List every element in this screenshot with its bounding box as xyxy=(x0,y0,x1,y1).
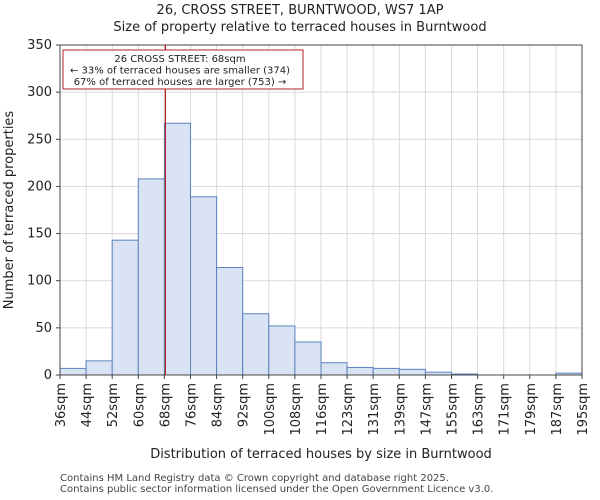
x-tick-label: 187sqm xyxy=(550,383,565,436)
x-tick-label: 68sqm xyxy=(158,383,173,427)
x-tick-label: 195sqm xyxy=(576,383,591,436)
histogram-bar xyxy=(320,362,348,376)
histogram-bar xyxy=(294,341,322,376)
histogram-bar xyxy=(398,368,426,376)
x-tick-label: 108sqm xyxy=(289,383,304,436)
x-tick-label: 155sqm xyxy=(446,383,461,436)
y-tick-label: 300 xyxy=(27,85,52,100)
y-tick-label: 50 xyxy=(35,321,52,336)
histogram-bar xyxy=(216,267,244,376)
histogram-bar xyxy=(163,122,191,376)
x-tick-label: 131sqm xyxy=(367,383,382,436)
histogram-bar xyxy=(268,325,296,376)
x-tick-label: 123sqm xyxy=(341,383,356,436)
x-tick-label: 92sqm xyxy=(237,383,252,427)
x-axis-label: Distribution of terraced houses by size … xyxy=(150,447,492,462)
x-tick-label: 179sqm xyxy=(524,383,539,436)
x-tick-label: 139sqm xyxy=(393,383,408,436)
histogram-bar xyxy=(59,367,87,376)
x-tick-label: 36sqm xyxy=(54,383,69,427)
footer-attribution-2: Contains public sector information licen… xyxy=(60,484,494,495)
chart-title: 26, CROSS STREET, BURNTWOOD, WS7 1AP xyxy=(156,3,444,18)
y-axis-label: Number of terraced properties xyxy=(2,111,17,310)
annotation-text: 67% of terraced houses are larger (753) … xyxy=(74,77,287,88)
histogram-bar xyxy=(346,366,374,376)
x-tick-label: 163sqm xyxy=(472,383,487,436)
x-tick-label: 116sqm xyxy=(315,383,330,436)
histogram-bar xyxy=(242,313,270,376)
y-tick-label: 350 xyxy=(27,38,52,53)
histogram-bar xyxy=(372,367,400,376)
x-tick-label: 52sqm xyxy=(106,383,121,427)
histogram-bar xyxy=(85,360,113,376)
y-tick-label: 100 xyxy=(27,274,52,289)
annotation-text: ← 33% of terraced houses are smaller (37… xyxy=(70,66,290,77)
x-tick-label: 84sqm xyxy=(211,383,226,427)
histogram-bar xyxy=(137,178,165,376)
x-tick-label: 171sqm xyxy=(498,383,513,436)
footer-attribution-1: Contains HM Land Registry data © Crown c… xyxy=(60,473,449,484)
histogram-bar xyxy=(190,196,218,376)
x-tick-label: 100sqm xyxy=(263,383,278,436)
histogram-bar xyxy=(111,239,139,376)
y-tick-label: 200 xyxy=(27,179,52,194)
x-tick-label: 76sqm xyxy=(185,383,200,427)
annotation-text: 26 CROSS STREET: 68sqm xyxy=(114,54,245,65)
y-tick-label: 0 xyxy=(44,368,52,383)
y-tick-label: 250 xyxy=(27,132,52,147)
x-tick-label: 60sqm xyxy=(132,383,147,427)
annotation-box xyxy=(62,49,304,90)
x-tick-label: 44sqm xyxy=(80,383,95,427)
chart-subtitle: Size of property relative to terraced ho… xyxy=(113,20,487,35)
y-tick-label: 150 xyxy=(27,227,52,242)
x-tick-label: 147sqm xyxy=(419,383,434,436)
